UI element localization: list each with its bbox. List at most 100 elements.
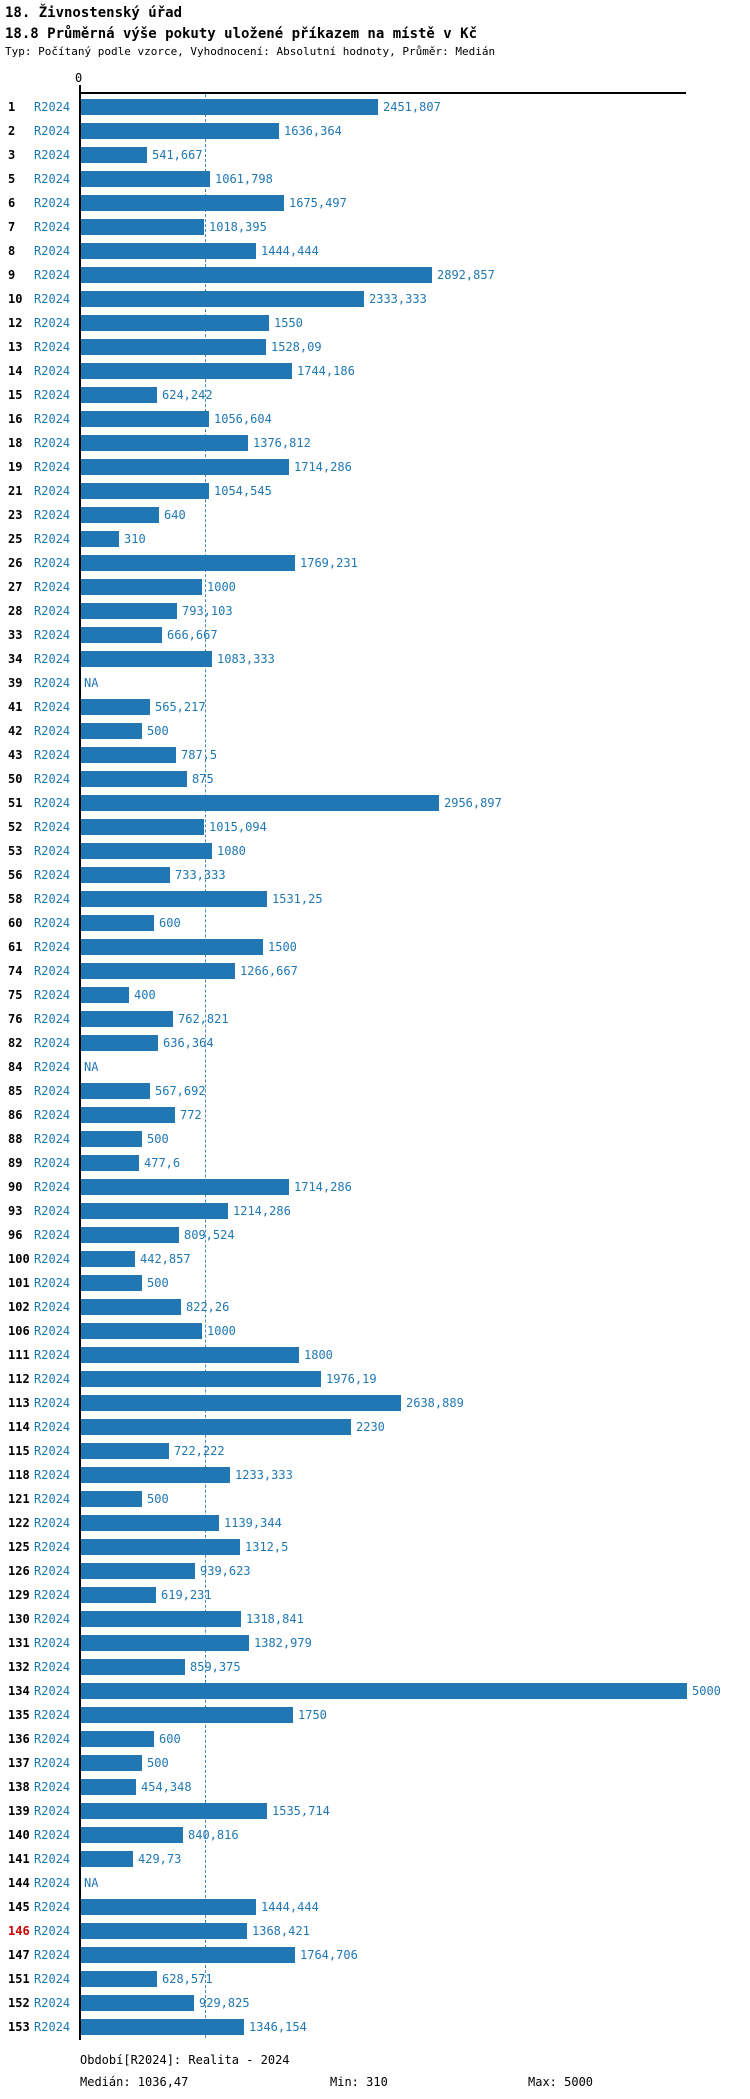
value-label: 1500 bbox=[268, 940, 297, 954]
chart-row: 112 R2024 1976,19 bbox=[0, 1367, 750, 1391]
series-label: R2024 bbox=[34, 1804, 71, 1818]
row-number: 56 bbox=[8, 868, 23, 882]
chart-row: 34 R2024 1083,333 bbox=[0, 647, 750, 671]
value-label: 1061,798 bbox=[215, 172, 273, 186]
chart-row: 101 R2024 500 bbox=[0, 1271, 750, 1295]
chart-row: 86 R2024 772 bbox=[0, 1103, 750, 1127]
chart-row: 52 R2024 1015,094 bbox=[0, 815, 750, 839]
row-number: 145 bbox=[8, 1900, 30, 1914]
series-label: R2024 bbox=[34, 1900, 71, 1914]
row-number: 152 bbox=[8, 1996, 30, 2010]
bar bbox=[81, 1203, 228, 1219]
value-label: 1444,444 bbox=[261, 244, 319, 258]
row-number: 50 bbox=[8, 772, 23, 786]
bar-area: 772 bbox=[81, 1107, 750, 1123]
row-number: 21 bbox=[8, 484, 23, 498]
bar bbox=[81, 1155, 139, 1171]
bar bbox=[81, 123, 279, 139]
bar-area: 840,816 bbox=[81, 1827, 750, 1843]
chart-row: 151 R2024 628,571 bbox=[0, 1967, 750, 1991]
value-label: NA bbox=[84, 1876, 99, 1890]
value-label: 1214,286 bbox=[233, 1204, 291, 1218]
value-label: 567,692 bbox=[155, 1084, 206, 1098]
series-label: R2024 bbox=[34, 1708, 71, 1722]
chart-row: 2 R2024 1636,364 bbox=[0, 119, 750, 143]
row-number: 138 bbox=[8, 1780, 30, 1794]
value-label: 1675,497 bbox=[289, 196, 347, 210]
series-label: R2024 bbox=[34, 1300, 71, 1314]
bar bbox=[81, 723, 142, 739]
series-label: R2024 bbox=[34, 1228, 71, 1242]
bar bbox=[81, 2019, 244, 2035]
chart-footer: Období[R2024]: Realita - 2024 Medián: 10… bbox=[0, 2041, 750, 2099]
bar bbox=[81, 843, 212, 859]
value-label: 1528,09 bbox=[271, 340, 322, 354]
series-label: R2024 bbox=[34, 1972, 71, 1986]
bar-area: 1500 bbox=[81, 939, 750, 955]
bar bbox=[81, 1971, 157, 1987]
row-number: 125 bbox=[8, 1540, 30, 1554]
value-label: 2333,333 bbox=[369, 292, 427, 306]
bar bbox=[81, 915, 154, 931]
bar-area: 454,348 bbox=[81, 1779, 750, 1795]
series-label: R2024 bbox=[34, 1444, 71, 1458]
series-label: R2024 bbox=[34, 964, 71, 978]
value-label: 1550 bbox=[274, 316, 303, 330]
chart-row: 90 R2024 1714,286 bbox=[0, 1175, 750, 1199]
bar-area: 793,103 bbox=[81, 603, 750, 619]
bar-area: 5000 bbox=[81, 1683, 750, 1699]
bar-area: 600 bbox=[81, 1731, 750, 1747]
value-label: 5000 bbox=[692, 1684, 721, 1698]
row-number: 42 bbox=[8, 724, 23, 738]
chart-row: 39 R2024 NA bbox=[0, 671, 750, 695]
row-number: 111 bbox=[8, 1348, 30, 1362]
value-label: 1139,344 bbox=[224, 1516, 282, 1530]
chart-row: 12 R2024 1550 bbox=[0, 311, 750, 335]
x-axis-zero-tick-label: 0 bbox=[75, 71, 83, 85]
series-label: R2024 bbox=[34, 1612, 71, 1626]
bar-area: 1714,286 bbox=[81, 1179, 750, 1195]
chart-row: 75 R2024 400 bbox=[0, 983, 750, 1007]
bar bbox=[81, 507, 159, 523]
row-number: 18 bbox=[8, 436, 23, 450]
value-label: 1444,444 bbox=[261, 1900, 319, 1914]
series-label: R2024 bbox=[34, 244, 71, 258]
row-number: 106 bbox=[8, 1324, 30, 1338]
series-label: R2024 bbox=[34, 124, 71, 138]
chart-row: 25 R2024 310 bbox=[0, 527, 750, 551]
bar bbox=[81, 1443, 169, 1459]
row-number: 25 bbox=[8, 532, 23, 546]
bar-area: 619,231 bbox=[81, 1587, 750, 1603]
bar-area: 2956,897 bbox=[81, 795, 750, 811]
value-label: 1346,154 bbox=[249, 2020, 307, 2034]
bar-area: 640 bbox=[81, 507, 750, 523]
series-label: R2024 bbox=[34, 748, 71, 762]
bar bbox=[81, 387, 157, 403]
series-label: R2024 bbox=[34, 676, 71, 690]
bar bbox=[81, 627, 162, 643]
bar-area: 809,524 bbox=[81, 1227, 750, 1243]
bar-area: 762,821 bbox=[81, 1011, 750, 1027]
bar-area: 1061,798 bbox=[81, 171, 750, 187]
bar bbox=[81, 1683, 687, 1699]
bar-area: NA bbox=[81, 1875, 750, 1891]
bar-area: 1000 bbox=[81, 579, 750, 595]
row-number: 118 bbox=[8, 1468, 30, 1482]
row-number: 151 bbox=[8, 1972, 30, 1986]
bar bbox=[81, 1179, 289, 1195]
row-number: 140 bbox=[8, 1828, 30, 1842]
row-number: 6 bbox=[8, 196, 16, 210]
series-label: R2024 bbox=[34, 700, 71, 714]
value-label: 1636,364 bbox=[284, 124, 342, 138]
value-label: 1368,421 bbox=[252, 1924, 310, 1938]
bar bbox=[81, 1659, 185, 1675]
series-label: R2024 bbox=[34, 796, 71, 810]
series-label: R2024 bbox=[34, 1012, 71, 1026]
value-label: 733,333 bbox=[175, 868, 226, 882]
value-label: 619,231 bbox=[161, 1588, 212, 1602]
row-number: 5 bbox=[8, 172, 16, 186]
footer-min: Min: 310 bbox=[330, 2075, 388, 2089]
bar bbox=[81, 339, 266, 355]
bar bbox=[81, 1755, 142, 1771]
series-label: R2024 bbox=[34, 1324, 71, 1338]
